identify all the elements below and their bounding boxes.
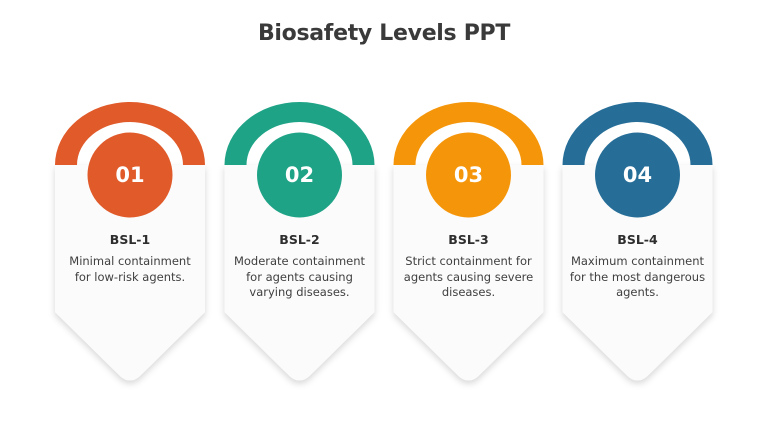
arc-decoration xyxy=(55,102,205,165)
level-description: Strict containment for agents causing se… xyxy=(403,254,534,299)
level-heading: BSL-2 xyxy=(279,232,320,247)
arc-decoration xyxy=(224,102,375,165)
level-card-4 xyxy=(562,102,713,381)
card-body xyxy=(393,165,544,381)
card-body xyxy=(55,165,205,381)
number-badge-circle xyxy=(257,132,342,218)
level-card-2 xyxy=(224,102,375,381)
number-badge-circle xyxy=(595,132,680,218)
level-number: 01 xyxy=(115,163,145,187)
level-card-3 xyxy=(393,102,544,381)
level-heading: BSL-4 xyxy=(617,232,658,247)
card-body xyxy=(562,165,713,381)
level-card-1 xyxy=(55,102,205,381)
level-heading: BSL-3 xyxy=(448,232,489,247)
arc-decoration xyxy=(562,102,713,165)
level-number: 03 xyxy=(453,163,484,187)
number-badge-circle xyxy=(426,132,511,218)
slide-title: Biosafety Levels PPT xyxy=(257,21,511,46)
arc-decoration xyxy=(393,102,544,165)
level-description: Moderate containment for agents causing … xyxy=(233,254,366,299)
number-badge-circle xyxy=(87,132,173,218)
level-description: Maximum containment for the most dangero… xyxy=(569,254,706,299)
level-heading: BSL-1 xyxy=(109,232,151,247)
level-number: 04 xyxy=(622,163,653,187)
level-number: 02 xyxy=(284,163,315,187)
card-body xyxy=(224,165,375,381)
level-description: Minimal containment for low-risk agents. xyxy=(69,254,191,284)
